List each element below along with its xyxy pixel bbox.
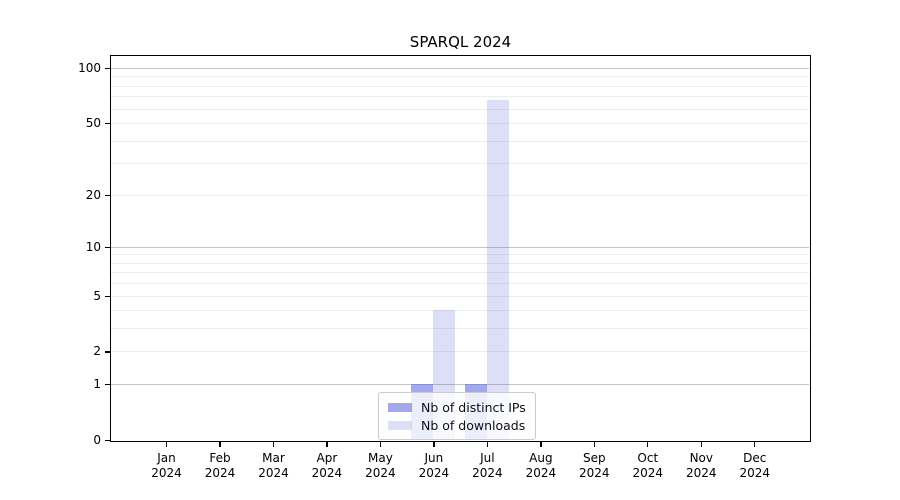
gridline-minor-5: [111, 295, 809, 297]
legend-label-nb-of-distinct-ips: Nb of distinct IPs: [421, 399, 526, 415]
y-tick-label-10: 10: [85, 239, 101, 254]
legend-label-nb-of-downloads: Nb of downloads: [421, 417, 526, 433]
chart-title: SPARQL 2024: [409, 33, 512, 51]
gridline-minor-90: [111, 76, 809, 78]
x-tick-mark-nov-2024: [700, 442, 702, 447]
x-tick-mark-feb-2024: [219, 442, 221, 447]
gridline-minor-50: [111, 123, 809, 125]
gridline-minor-60: [111, 108, 809, 110]
gridline-minor-6: [111, 283, 809, 285]
y-tick-mark-100: [105, 68, 110, 70]
legend: Nb of distinct IPs Nb of downloads: [378, 392, 536, 440]
y-tick-label-5: 5: [93, 288, 101, 303]
x-tick-label-apr-2024: Apr 2024: [311, 451, 343, 480]
x-tick-label-nov-2024: Nov 2024: [686, 451, 717, 480]
gridline-minor-20: [111, 194, 809, 196]
x-tick-label-may-2024: May 2024: [365, 451, 396, 480]
y-tick-mark-5: [105, 295, 110, 297]
bar-jul-2024-nb-of-downloads: [486, 99, 509, 440]
legend-swatch-nb-of-distinct-ips: [388, 402, 412, 412]
y-tick-label-1: 1: [93, 377, 101, 392]
x-tick-label-feb-2024: Feb 2024: [204, 451, 236, 480]
x-tick-label-jun-2024: Jun 2024: [418, 451, 450, 480]
gridline-major-10: [111, 246, 809, 248]
x-tick-mark-may-2024: [379, 442, 382, 447]
gridline-minor-9: [111, 254, 809, 256]
gridline-minor-8: [111, 262, 809, 264]
x-tick-mark-jan-2024: [165, 442, 168, 447]
gridline-minor-2: [111, 351, 809, 353]
x-tick-label-dec-2024: Dec 2024: [739, 451, 771, 480]
gridline-major-100: [111, 68, 809, 69]
x-tick-mark-jun-2024: [433, 442, 435, 447]
y-tick-mark-0: [105, 440, 110, 442]
gridline-minor-3: [111, 328, 809, 330]
x-tick-label-mar-2024: Mar 2024: [258, 451, 289, 480]
gridline-minor-30: [111, 163, 809, 165]
legend-swatch-nb-of-downloads: [388, 420, 412, 430]
x-tick-mark-apr-2024: [326, 442, 328, 447]
x-tick-label-oct-2024: Oct 2024: [632, 451, 664, 480]
x-tick-mark-sep-2024: [593, 442, 595, 447]
y-tick-mark-10: [105, 246, 110, 249]
x-tick-label-sep-2024: Sep 2024: [579, 451, 610, 480]
x-tick-mark-mar-2024: [272, 442, 275, 447]
y-tick-label-2: 2: [93, 344, 101, 359]
y-tick-mark-50: [105, 123, 110, 125]
gridline-minor-40: [111, 140, 809, 142]
x-tick-mark-dec-2024: [754, 442, 756, 447]
x-tick-label-jan-2024: Jan 2024: [151, 451, 182, 480]
gridline-major-1: [111, 384, 809, 386]
x-tick-mark-jul-2024: [486, 442, 489, 447]
y-tick-label-50: 50: [85, 116, 101, 131]
gridline-minor-4: [111, 310, 809, 312]
y-tick-mark-1: [105, 384, 110, 386]
x-tick-label-aug-2024: Aug 2024: [525, 451, 557, 480]
y-tick-label-100: 100: [78, 61, 101, 75]
x-tick-mark-aug-2024: [540, 442, 542, 447]
gridline-minor-80: [111, 85, 809, 87]
y-tick-mark-2: [105, 351, 110, 353]
y-tick-label-0: 0: [93, 433, 101, 447]
x-tick-label-jul-2024: Jul 2024: [472, 451, 503, 480]
legend-item-nb-of-downloads: Nb of downloads: [388, 416, 526, 434]
y-tick-label-20: 20: [85, 187, 101, 202]
gridline-minor-70: [111, 96, 809, 98]
legend-item-nb-of-distinct-ips: Nb of distinct IPs: [388, 398, 526, 416]
y-tick-mark-20: [105, 194, 110, 196]
gridline-minor-7: [111, 272, 809, 274]
x-tick-mark-oct-2024: [647, 442, 649, 447]
plot-area: [110, 55, 811, 442]
